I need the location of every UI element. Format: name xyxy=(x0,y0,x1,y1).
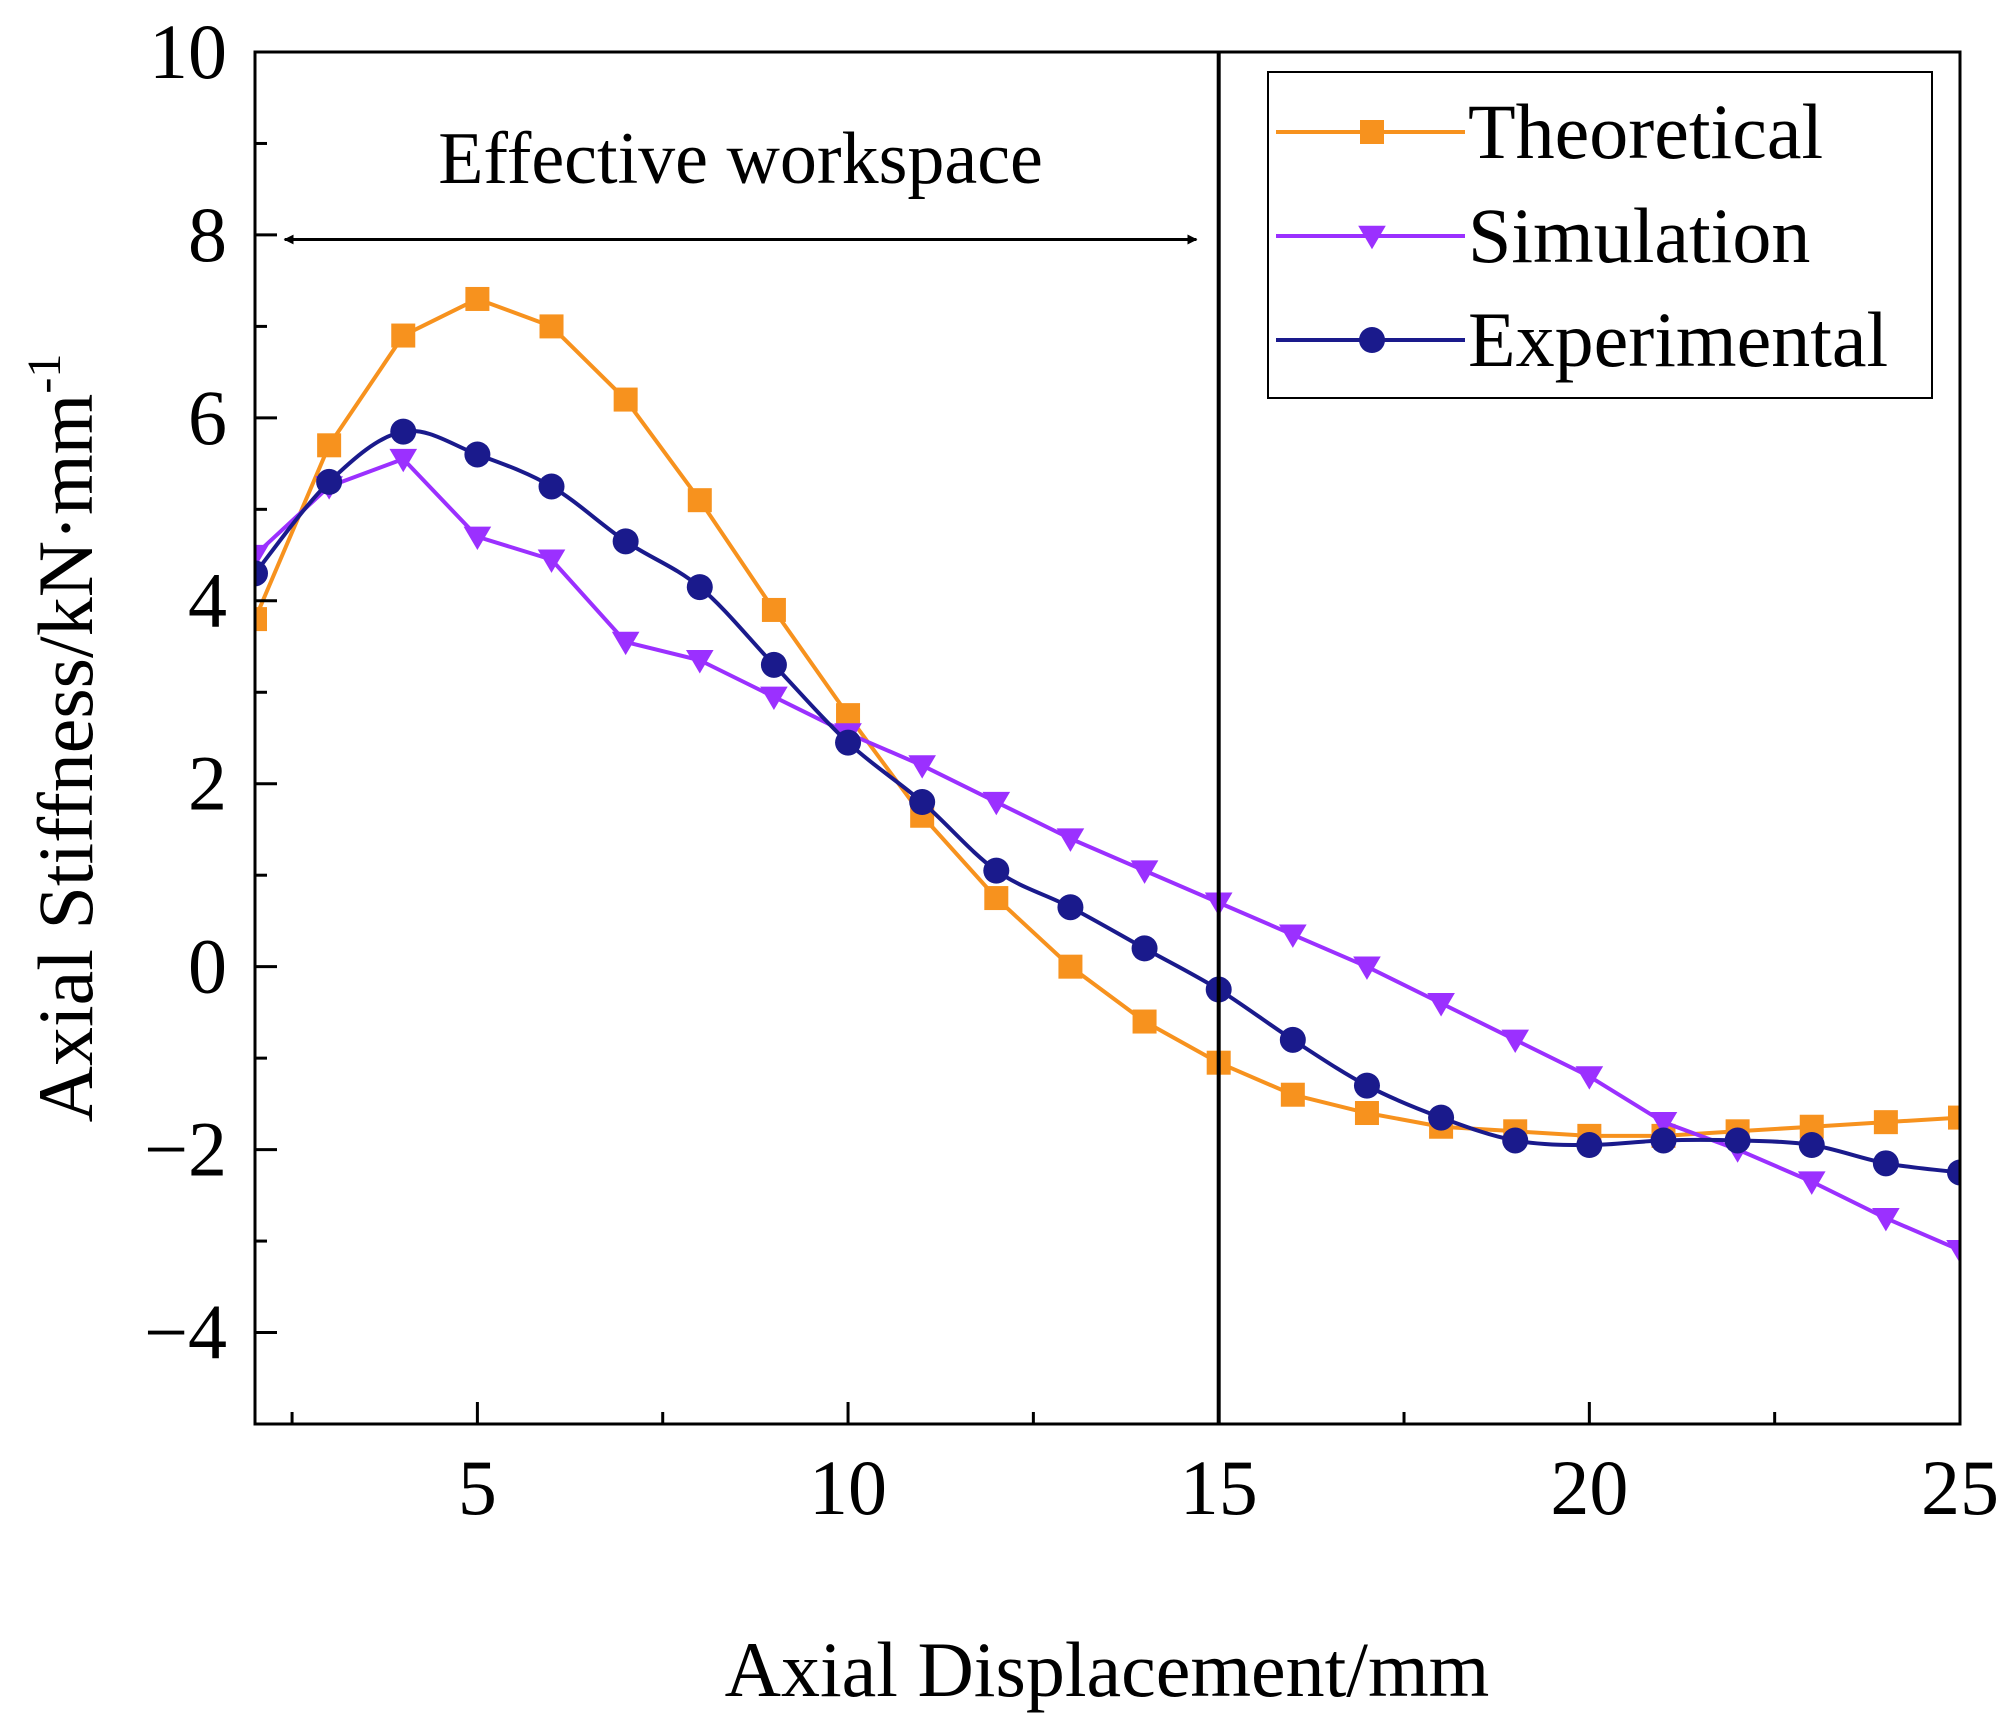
legend-label-simulation: Simulation xyxy=(1468,192,1810,279)
legend-marker-theoretical xyxy=(1360,120,1384,144)
marker-experimental xyxy=(316,468,343,495)
y-tick-label: −2 xyxy=(144,1106,227,1193)
marker-experimental xyxy=(538,473,565,500)
y-tick-label: 2 xyxy=(188,740,227,827)
marker-simulation xyxy=(1946,1240,1960,1264)
marker-simulation xyxy=(537,549,566,573)
marker-simulation xyxy=(685,650,714,674)
marker-experimental xyxy=(1798,1132,1825,1159)
workspace-label: Effective workspace xyxy=(438,118,1043,200)
marker-experimental xyxy=(760,651,787,678)
marker-theoretical xyxy=(761,597,786,622)
marker-experimental xyxy=(1428,1104,1455,1131)
marker-experimental xyxy=(255,560,268,587)
marker-simulation xyxy=(982,791,1011,816)
marker-simulation xyxy=(1279,924,1307,948)
plot-frame xyxy=(253,50,1962,1426)
series-line-experimental xyxy=(255,428,1960,1175)
marker-theoretical xyxy=(1948,1105,1960,1130)
marker-simulation xyxy=(389,448,418,473)
legend: Theoretical Simulation Experimental xyxy=(1267,71,1933,399)
marker-experimental xyxy=(909,789,936,816)
marker-experimental xyxy=(612,528,639,555)
legend-item-experimental: Experimental xyxy=(1276,296,1888,383)
y-tick-label: 0 xyxy=(188,923,227,1010)
marker-simulation xyxy=(1872,1208,1900,1232)
axes-layer: 5 10 15 20 25 −4 −2 0 2 4 6 8 10 xyxy=(144,8,1999,1531)
y-axis-title-superscript: -1 xyxy=(18,354,71,394)
legend-label-theoretical: Theoretical xyxy=(1468,88,1823,175)
marker-simulation xyxy=(463,526,492,550)
marker-experimental xyxy=(1502,1127,1529,1154)
marker-simulation xyxy=(1353,956,1381,980)
marker-simulation xyxy=(1575,1066,1604,1090)
x-tick-label: 20 xyxy=(1550,1444,1628,1531)
series-line-theoretical xyxy=(255,296,1960,1138)
legend-items: Theoretical Simulation Experimental xyxy=(1276,88,1888,383)
y-axis-title-text: Axial Stiffness/kN·mm xyxy=(22,394,109,1123)
marker-experimental xyxy=(1353,1072,1380,1099)
y-tick-label: 6 xyxy=(188,374,227,461)
marker-simulation xyxy=(611,631,640,656)
marker-simulation xyxy=(1130,860,1159,884)
legend-label-experimental: Experimental xyxy=(1468,296,1888,383)
marker-experimental xyxy=(835,729,862,756)
legend-item-theoretical: Theoretical xyxy=(1276,88,1823,175)
marker-simulation xyxy=(1501,1029,1530,1054)
marker-experimental xyxy=(464,441,491,468)
marker-theoretical xyxy=(984,886,1009,911)
x-tick-label: 5 xyxy=(458,1444,497,1531)
legend-marker-simulation xyxy=(1358,225,1386,250)
marker-experimental xyxy=(1947,1159,1960,1186)
marker-simulation xyxy=(760,686,788,711)
marker-experimental xyxy=(390,418,417,445)
marker-theoretical xyxy=(1058,954,1083,979)
x-tick-label: 10 xyxy=(809,1444,887,1531)
y-tick-label: 4 xyxy=(188,557,227,644)
legend-marker-experimental xyxy=(1359,327,1385,353)
marker-experimental xyxy=(1650,1127,1677,1154)
series-line-simulation xyxy=(255,457,1960,1253)
x-axis-title: Axial Displacement/mm xyxy=(725,1626,1490,1713)
marker-theoretical xyxy=(255,607,267,632)
marker-experimental xyxy=(686,574,713,601)
marker-theoretical xyxy=(465,286,490,311)
series-simulation xyxy=(255,448,1960,1264)
marker-experimental xyxy=(1057,894,1084,921)
marker-theoretical xyxy=(1280,1082,1305,1107)
marker-simulation xyxy=(1649,1111,1678,1136)
legend-item-simulation: Simulation xyxy=(1276,192,1810,279)
marker-theoretical xyxy=(1132,1009,1157,1034)
marker-experimental xyxy=(1131,935,1158,962)
series-layer xyxy=(255,286,1960,1264)
marker-theoretical xyxy=(613,387,638,412)
marker-theoretical xyxy=(1873,1110,1898,1135)
marker-theoretical xyxy=(317,433,342,458)
x-tick-label: 25 xyxy=(1921,1444,1999,1531)
y-tick-label: 10 xyxy=(149,8,227,95)
marker-simulation xyxy=(1797,1171,1826,1195)
marker-experimental xyxy=(1279,1026,1306,1053)
marker-simulation xyxy=(1056,828,1085,852)
annotation-layer: Effective workspace xyxy=(283,52,1221,1424)
marker-experimental xyxy=(1872,1150,1899,1177)
marker-theoretical xyxy=(687,488,712,513)
marker-theoretical xyxy=(391,323,416,348)
series-experimental xyxy=(255,418,1960,1186)
marker-simulation xyxy=(908,755,936,779)
marker-simulation xyxy=(1427,993,1455,1017)
y-axis-title: Axial Stiffness/kN·mm-1 xyxy=(18,354,109,1123)
marker-theoretical xyxy=(836,703,861,728)
marker-experimental xyxy=(1576,1132,1603,1159)
marker-experimental xyxy=(1724,1127,1751,1154)
marker-experimental xyxy=(983,857,1010,884)
y-axis-title-group: Axial Stiffness/kN·mm-1 xyxy=(18,354,109,1123)
x-tick-label: 15 xyxy=(1180,1444,1258,1531)
y-tick-label: −4 xyxy=(144,1289,227,1376)
marker-theoretical xyxy=(539,314,564,339)
marker-theoretical xyxy=(1354,1101,1379,1126)
y-tick-label: 8 xyxy=(188,191,227,278)
series-theoretical xyxy=(255,286,1960,1148)
